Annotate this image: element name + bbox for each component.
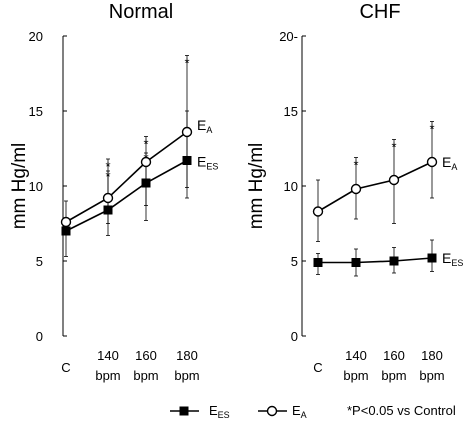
x-tick-label: 180 <box>176 348 198 363</box>
y-tick-label: 10 <box>284 179 298 194</box>
y-tick-label: 5 <box>36 254 43 269</box>
series-line <box>317 161 433 213</box>
y-tick-label: 10 <box>29 179 43 194</box>
x-tick-label-unit: bpm <box>174 368 199 383</box>
legend-marker <box>179 406 189 416</box>
significance-star: * <box>143 137 148 152</box>
data-point <box>140 156 152 168</box>
data-point <box>427 253 437 263</box>
series-label: EES <box>197 154 218 172</box>
data-point <box>181 126 193 138</box>
x-tick-label: 160 <box>135 348 157 363</box>
x-tick-label: 160 <box>383 348 405 363</box>
y-tick-label: 0 <box>291 329 298 344</box>
y-axis-label: mm Hg/ml <box>9 143 30 230</box>
significance-note: *P<0.05 vs Control <box>347 403 456 418</box>
x-tick-label: 140 <box>97 348 119 363</box>
series-label-subscript: ES <box>206 162 218 172</box>
legend-label: EA <box>292 403 307 420</box>
data-point <box>350 183 362 195</box>
series-ea: * * * EA <box>60 55 212 233</box>
x-tick-label: 140 <box>345 348 367 363</box>
series-label-subscript: A <box>451 162 457 172</box>
legend-item-square: EES <box>170 403 230 420</box>
y-axis-label: mm Hg/ml <box>246 143 267 230</box>
significance-star: * <box>105 159 110 174</box>
data-point <box>312 206 324 217</box>
y-tick-label: 20 <box>29 29 43 44</box>
data-point <box>60 216 72 228</box>
series-label-subscript: A <box>206 125 212 135</box>
significance-star: * <box>353 158 358 173</box>
significance-star: * <box>391 140 396 155</box>
series-line <box>318 257 433 264</box>
series-label-subscript: ES <box>451 258 463 268</box>
y-tick-label: 15 <box>29 104 43 119</box>
series-line <box>65 159 188 232</box>
x-tick-label-unit: bpm <box>95 368 120 383</box>
legend-label-subscript: A <box>301 410 307 420</box>
series-ees: * * EES <box>61 110 218 257</box>
data-point <box>426 156 438 168</box>
x-tick-label-unit: bpm <box>133 368 158 383</box>
series-ees: EES <box>313 239 463 277</box>
y-tick-label: 20- <box>279 29 298 44</box>
x-tick-label-unit: bpm <box>343 368 368 383</box>
legend-label: EES <box>209 403 230 420</box>
series-label: EES <box>442 250 463 268</box>
legend-item-circle: EA <box>258 403 307 420</box>
legend-label-subscript: ES <box>218 410 230 420</box>
significance-star: * <box>184 56 189 71</box>
y-tick-label: 0 <box>36 329 43 344</box>
series-label: EA <box>197 117 212 135</box>
y-tick-label: 15 <box>284 104 298 119</box>
data-point <box>351 258 361 267</box>
x-tick-label: C <box>313 360 322 375</box>
series-line <box>65 131 188 223</box>
chart-title: CHF <box>359 1 400 23</box>
data-point <box>102 192 114 204</box>
chart-title: Normal <box>109 1 173 23</box>
series-ea: * * * EA <box>312 121 457 242</box>
y-tick-label: 5 <box>291 254 298 269</box>
data-point <box>388 174 400 186</box>
legend: EES EA *P<0.05 vs Control <box>170 403 456 420</box>
data-point <box>313 258 323 267</box>
x-tick-label-unit: bpm <box>381 368 406 383</box>
panel-normal: Normal mm Hg/ml 0 5 10 15 20 C 140 bpm 160 bpm 180 bp… <box>9 1 218 383</box>
x-tick-label: C <box>61 360 70 375</box>
series-label: EA <box>442 154 457 172</box>
legend-marker <box>266 405 278 417</box>
x-tick-label-unit: bpm <box>419 368 444 383</box>
data-point <box>389 256 399 266</box>
significance-star: * <box>429 122 434 137</box>
panel-chf: CHF mm Hg/ml 0 5 10 15 20- C 140 bpm 160 bpm 180 bpm E… <box>246 1 463 383</box>
x-tick-label: 180 <box>421 348 443 363</box>
